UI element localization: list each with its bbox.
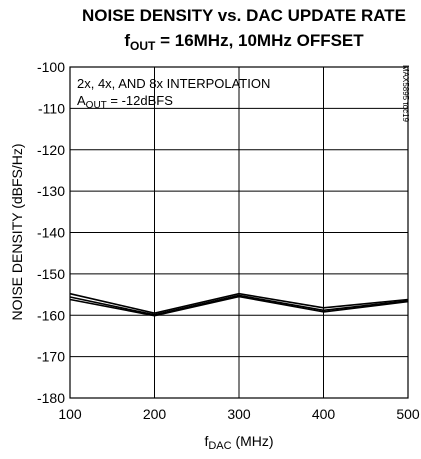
annotation-line-2: AOUT = -12dBFS <box>77 93 173 111</box>
chart-title: NOISE DENSITY vs. DAC UPDATE RATE <box>82 6 406 25</box>
y-tick-label: -170 <box>37 349 65 365</box>
x-tick-label: 500 <box>396 406 420 422</box>
series-group <box>69 292 409 317</box>
y-tick-label: -180 <box>37 390 65 406</box>
x-tick-labels: 100 200 300 400 500 <box>58 406 420 422</box>
y-tick-label: -160 <box>37 307 65 323</box>
x-tick-label: 200 <box>143 406 167 422</box>
annotation-line-1: 2x, 4x, AND 8x INTERPOLATION <box>77 76 270 91</box>
grid <box>70 67 408 398</box>
series-line-1 <box>69 292 409 315</box>
y-tick-labels: -100 -110 -120 -130 -140 -150 -160 -170 -180 <box>37 59 65 406</box>
series-line-2 <box>69 294 409 316</box>
x-tick-label: 300 <box>227 406 251 422</box>
y-axis-label: NOISE DENSITY (dBFS/Hz) <box>9 143 25 320</box>
plot-area <box>69 66 409 399</box>
y-tick-label: -100 <box>37 59 65 75</box>
x-axis-label: fDAC (MHz) <box>204 433 273 452</box>
y-tick-label: -140 <box>37 225 65 241</box>
x-tick-label: 400 <box>312 406 336 422</box>
figure-id-label: MAX5895 toc19 <box>401 65 410 122</box>
series-line-3 <box>69 295 409 317</box>
y-tick-label: -150 <box>37 266 65 282</box>
y-tick-label: -130 <box>37 183 65 199</box>
x-tick-label: 100 <box>58 406 82 422</box>
chart-subtitle: fOUT = 16MHz, 10MHz OFFSET <box>124 31 364 53</box>
plot-frame <box>69 66 409 399</box>
y-tick-label: -120 <box>37 142 65 158</box>
y-tick-label: -110 <box>38 100 65 116</box>
